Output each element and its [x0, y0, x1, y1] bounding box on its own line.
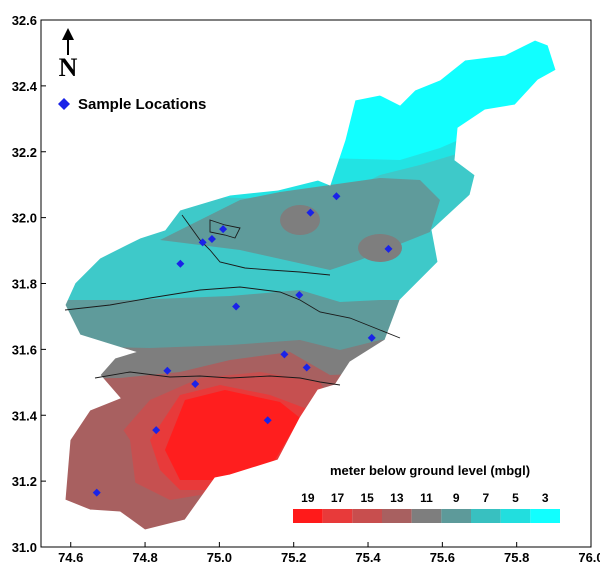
y-tick-label: 32.2 [12, 145, 37, 160]
region-outline [64, 39, 557, 531]
colorbar-swatch [352, 509, 382, 523]
x-tick-label: 75.2 [281, 550, 306, 565]
y-tick-label: 31.4 [12, 408, 38, 423]
x-tick-label: 75.8 [504, 550, 529, 565]
y-tick-label: 31.2 [12, 474, 37, 489]
sample-location-marker [367, 333, 376, 342]
district-boundary-enclave [209, 219, 241, 239]
x-tick-label: 75.4 [355, 550, 381, 565]
colorbar-swatch [322, 509, 353, 523]
colorbar-swatch [411, 509, 442, 523]
colorbar-swatch [500, 509, 531, 523]
district-boundary-north [199, 239, 331, 276]
north-arrow: N [59, 28, 78, 82]
x-axis: 74.6 74.8 75.0 75.2 75.4 75.6 75.8 76.0 [58, 542, 600, 565]
x-tick-label: 75.0 [207, 550, 232, 565]
x-tick-label: 75.6 [430, 550, 455, 565]
sample-location-marker [207, 235, 216, 244]
zone-19 [165, 390, 300, 480]
colorbar-label: 3 [542, 491, 549, 505]
sample-location-marker [302, 363, 311, 372]
sample-location-marker [152, 426, 161, 435]
sample-location-marker [295, 291, 304, 300]
colorbar-label: 15 [360, 491, 374, 505]
y-tick-label: 31.0 [12, 540, 37, 555]
colorbar: 19 17 15 13 11 9 7 5 3 [293, 491, 560, 523]
colorbar-label: 17 [331, 491, 345, 505]
colorbar-label: 5 [512, 491, 519, 505]
x-tick-label: 76.0 [578, 550, 600, 565]
sample-markers [92, 192, 393, 497]
depth-legend-title: meter below ground level (mbgl) [330, 463, 530, 478]
district-boundaries [64, 214, 401, 386]
y-tick-label: 32.0 [12, 211, 37, 226]
colorbar-swatch [293, 509, 323, 523]
sample-location-marker [384, 244, 393, 253]
y-axis: 31.0 31.2 31.4 31.6 31.8 32.0 32.2 32.4 32.6 [12, 13, 46, 555]
colorbar-swatch [382, 509, 412, 523]
sample-location-marker [280, 350, 289, 359]
x-tick-label: 74.8 [132, 550, 157, 565]
colorbar-swatch [530, 509, 560, 523]
y-tick-label: 31.6 [12, 342, 37, 357]
sample-legend-label: Sample Locations [78, 96, 206, 113]
sample-location-marker [332, 192, 341, 201]
colorbar-label: 19 [301, 491, 315, 505]
colorbar-swatch [471, 509, 501, 523]
sample-location-marker [191, 379, 200, 388]
zone-11-pocket-east [358, 234, 402, 262]
north-label: N [59, 53, 78, 82]
sample-location-marker [263, 416, 272, 425]
sample-location-marker [198, 238, 207, 247]
colorbar-label: 7 [482, 491, 489, 505]
district-boundary-central [64, 286, 401, 339]
y-tick-label: 31.8 [12, 277, 37, 292]
sample-location-marker [163, 366, 172, 375]
sample-location-marker [176, 259, 185, 268]
sample-location-marker [92, 488, 101, 497]
sample-legend-marker [58, 98, 70, 110]
sample-legend: Sample Locations [58, 96, 206, 113]
sample-location-marker [232, 302, 241, 311]
x-tick-label: 74.6 [58, 550, 83, 565]
north-arrow-head [62, 28, 74, 40]
colorbar-label: 9 [453, 491, 460, 505]
district-boundary-south [94, 371, 341, 386]
colorbar-swatch [441, 509, 471, 523]
district-boundary-northwest [181, 214, 201, 241]
sample-location-marker [306, 208, 315, 217]
sample-location-marker [219, 225, 228, 234]
y-tick-label: 32.6 [12, 13, 37, 28]
depth-legend: meter below ground level (mbgl) 19 17 15 13… [293, 463, 560, 523]
colorbar-label: 13 [390, 491, 404, 505]
colorbar-label: 11 [420, 491, 433, 505]
y-tick-label: 32.4 [12, 79, 38, 94]
zone-11-pocket-west [280, 205, 320, 235]
